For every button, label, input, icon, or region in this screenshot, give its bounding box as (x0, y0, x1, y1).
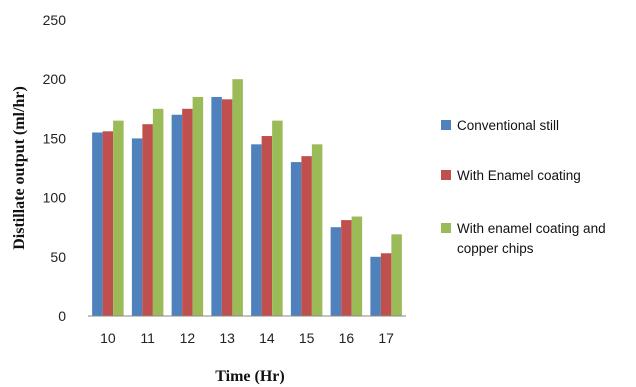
bar (330, 227, 342, 316)
x-axis-title: Time (Hr) (215, 368, 284, 385)
bar (301, 156, 312, 316)
bars (92, 79, 402, 317)
bar (221, 99, 233, 316)
legend-label: Conventional still (457, 118, 559, 133)
y-tick-label: 50 (50, 249, 66, 265)
bar (92, 132, 103, 316)
y-tick-label: 150 (43, 130, 67, 146)
x-tick-label: 15 (299, 330, 315, 346)
bar (232, 79, 243, 316)
bar (113, 120, 124, 316)
x-tick-label: 12 (180, 330, 196, 346)
legend-label: copper chips (457, 241, 534, 256)
bar (351, 216, 363, 316)
x-tick-label: 14 (259, 330, 275, 346)
x-axis-ticks: 10 11 12 13 14 15 16 17 (100, 330, 394, 346)
bar (380, 253, 392, 316)
x-tick-label: 17 (378, 330, 394, 346)
bar (131, 138, 143, 316)
legend-swatch (441, 120, 451, 130)
bar (182, 108, 193, 316)
y-tick-label: 100 (43, 190, 67, 206)
legend-swatch (441, 223, 451, 233)
legend: Conventional still With Enamel coating Wit… (441, 118, 606, 256)
bar (311, 144, 323, 316)
x-tick-label: 11 (140, 330, 155, 346)
x-tick-label: 10 (100, 330, 116, 346)
y-tick-label: 0 (58, 308, 66, 324)
bar (370, 256, 381, 316)
bar (211, 96, 222, 317)
bar (171, 114, 183, 316)
legend-swatch (441, 170, 451, 180)
y-tick-label: 250 (43, 12, 67, 28)
bar (192, 96, 204, 317)
legend-label: With enamel coating and (457, 221, 606, 236)
bar (251, 144, 262, 316)
bar (391, 234, 402, 316)
legend-label: With Enamel coating (457, 168, 581, 183)
bar (290, 162, 302, 316)
y-tick-label: 200 (43, 71, 67, 87)
bar (142, 124, 153, 316)
y-axis-title: Distillate output (ml/hr) (11, 86, 28, 250)
bar (261, 136, 273, 316)
x-tick-label: 13 (219, 330, 235, 346)
bar (272, 120, 283, 316)
x-tick-label: 16 (339, 330, 355, 346)
bar (152, 108, 164, 316)
y-axis-ticks: 0 50 100 150 200 250 (43, 12, 67, 324)
bar (341, 220, 352, 316)
bar (102, 131, 114, 316)
